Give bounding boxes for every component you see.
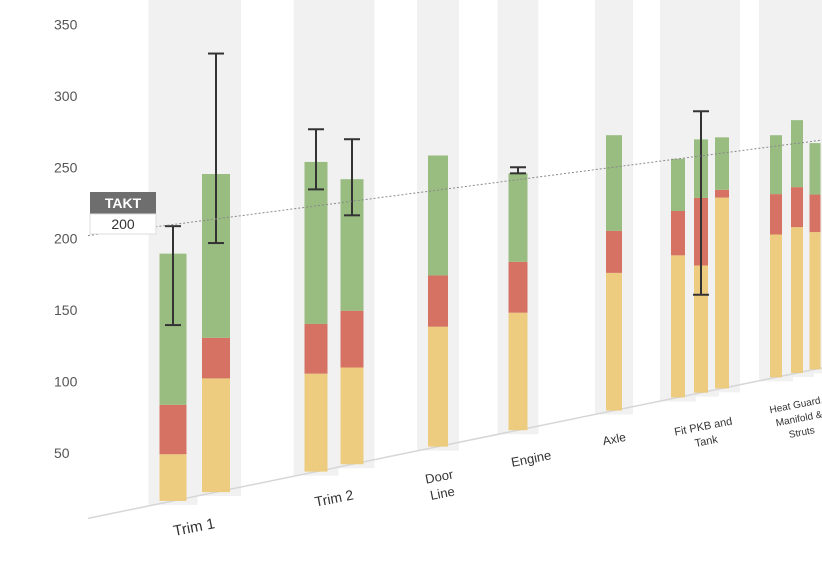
bar-segment <box>715 198 729 389</box>
bar-segment <box>305 324 328 374</box>
bar-segment <box>810 143 821 194</box>
y-tick-label: 300 <box>54 88 78 104</box>
x-axis-labels: Trim 1 Trim 2 DoorLine Engine Axle Fit PKB an… <box>172 395 822 540</box>
y-axis-ticks: 50 100 150 200 250 300 350 <box>54 17 78 461</box>
bar-segment <box>160 454 187 501</box>
bar-segment <box>341 368 364 465</box>
y-tick-label: 100 <box>54 373 78 389</box>
bar-segment <box>671 159 685 211</box>
y-tick-label: 250 <box>54 159 78 175</box>
x-axis-label: Heat Guard,Manifold &Struts <box>769 395 822 444</box>
takt-badge: TAKT 200 <box>90 192 156 234</box>
bar-segment <box>202 378 230 492</box>
y-tick-label: 350 <box>54 17 78 33</box>
bar-segment <box>810 195 821 233</box>
bar-segment <box>428 327 448 447</box>
bar-segment <box>606 135 622 231</box>
bar-segment <box>715 137 729 189</box>
bar-segment <box>509 313 528 431</box>
bars <box>160 120 821 501</box>
y-tick-label: 200 <box>54 231 78 247</box>
bar-segment <box>428 275 448 326</box>
bar-segment <box>810 232 821 369</box>
bar-segment <box>791 227 803 373</box>
bar-segment <box>606 273 622 411</box>
bar-segment <box>791 187 803 227</box>
bar-segment <box>671 211 685 255</box>
bar-segment <box>509 173 528 261</box>
y-tick-label: 50 <box>54 445 70 461</box>
x-axis-label: Trim 2 <box>313 486 355 509</box>
bar-segment <box>770 234 782 377</box>
x-axis-label: Engine <box>510 447 553 469</box>
bar-segment <box>715 190 729 198</box>
takt-value: 200 <box>111 216 135 232</box>
x-axis-label: DoorLine <box>424 466 458 503</box>
bar-segment <box>305 374 328 472</box>
x-axis-label: Fit PKB andTank <box>673 416 736 454</box>
bar-segment <box>770 194 782 234</box>
bar-segment <box>341 311 364 368</box>
x-axis-label: Trim 1 <box>172 515 216 540</box>
bar-segment <box>509 262 528 313</box>
bar-segment <box>202 338 230 379</box>
bar-segment <box>791 120 803 187</box>
x-axis-label: Axle <box>601 430 627 448</box>
y-tick-label: 150 <box>54 302 78 318</box>
bar-segment <box>671 255 685 397</box>
bar-segment <box>428 156 448 276</box>
bar-segment <box>160 405 187 454</box>
bar-segment <box>606 231 622 273</box>
takt-label: TAKT <box>105 195 142 211</box>
bar-segment <box>770 135 782 194</box>
